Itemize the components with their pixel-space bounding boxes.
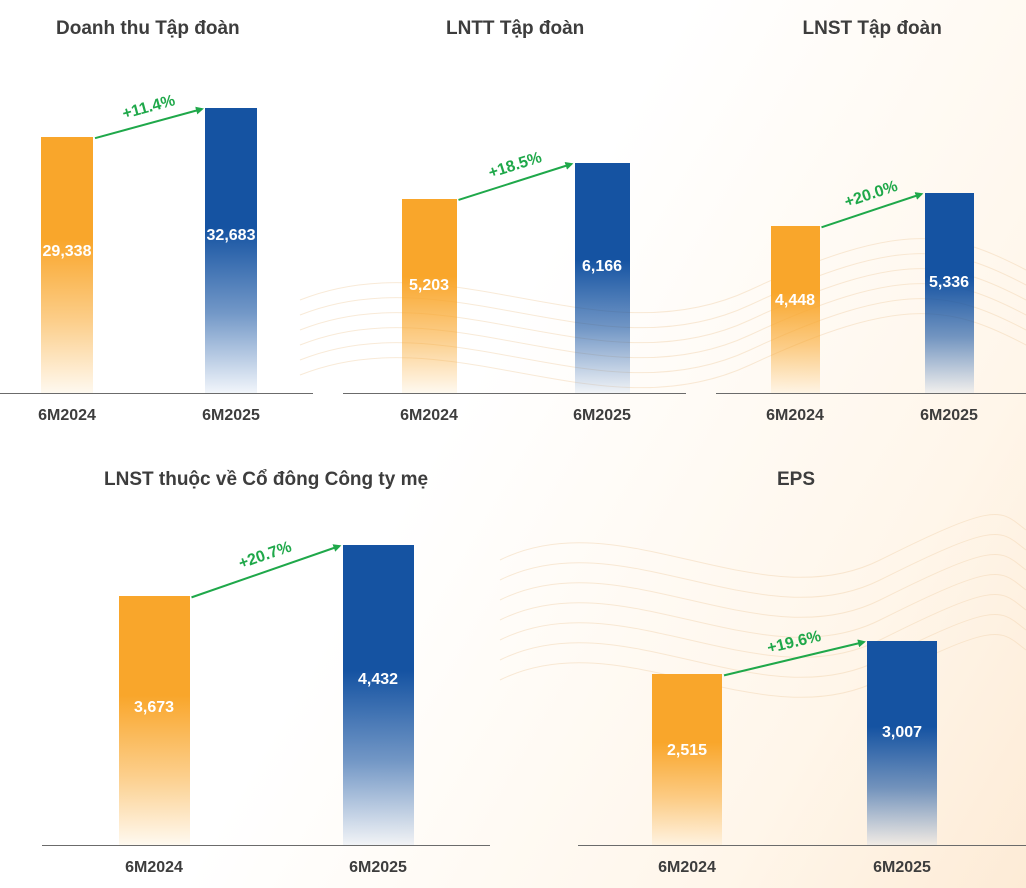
category-label: 6M2024 [125, 859, 183, 876]
bar-6m2024 [652, 674, 722, 845]
bar-value-label: 5,203 [408, 277, 450, 295]
category-label: 6M2024 [38, 407, 96, 424]
bar-6m2025 [924, 193, 974, 393]
category-label: 6M2024 [766, 407, 824, 424]
category-label: 6M2024 [400, 407, 458, 424]
bar-value-label: 5,336 [928, 274, 970, 291]
bar-value-label: 4,448 [774, 292, 816, 310]
category-label: 6M2025 [202, 407, 260, 424]
category-label: 6M2025 [349, 859, 407, 876]
chart-baseline [42, 845, 490, 846]
chart-baseline [0, 393, 313, 394]
chart-title: EPS [777, 469, 816, 490]
bar-value-label: 29,338 [42, 243, 92, 261]
bar-6m2025 [867, 641, 937, 845]
bar-6m2024 [401, 198, 457, 393]
chart-title: LNST thuộc về Cổ đông Công ty mẹ [104, 469, 429, 490]
category-label: 6M2025 [873, 859, 931, 876]
category-label: 6M2025 [920, 407, 978, 424]
chart-title: LNTT Tập đoàn [446, 18, 585, 39]
bar-6m2024 [41, 137, 93, 393]
category-label: 6M2024 [658, 859, 716, 876]
bar-6m2025 [205, 108, 257, 393]
chart-title: Doanh thu Tập đoàn [56, 18, 240, 39]
chart-baseline [716, 393, 1026, 394]
chart-baseline [578, 845, 1026, 846]
bar-6m2024 [770, 226, 820, 393]
bar-value-label: 6,166 [581, 257, 623, 275]
bar-value-label: 3,673 [133, 699, 175, 717]
bar-6m2025 [342, 545, 414, 845]
chart-title: LNST Tập đoàn [802, 18, 942, 39]
bar-value-label: 3,007 [881, 723, 923, 741]
bar-value-label: 32,683 [206, 227, 256, 245]
category-label: 6M2025 [573, 407, 631, 424]
bar-value-label: 4,432 [357, 671, 399, 688]
bar-6m2024 [118, 596, 190, 845]
bar-value-label: 2,515 [666, 742, 708, 760]
bar-6m2025 [574, 163, 630, 393]
chart-baseline [343, 393, 686, 394]
